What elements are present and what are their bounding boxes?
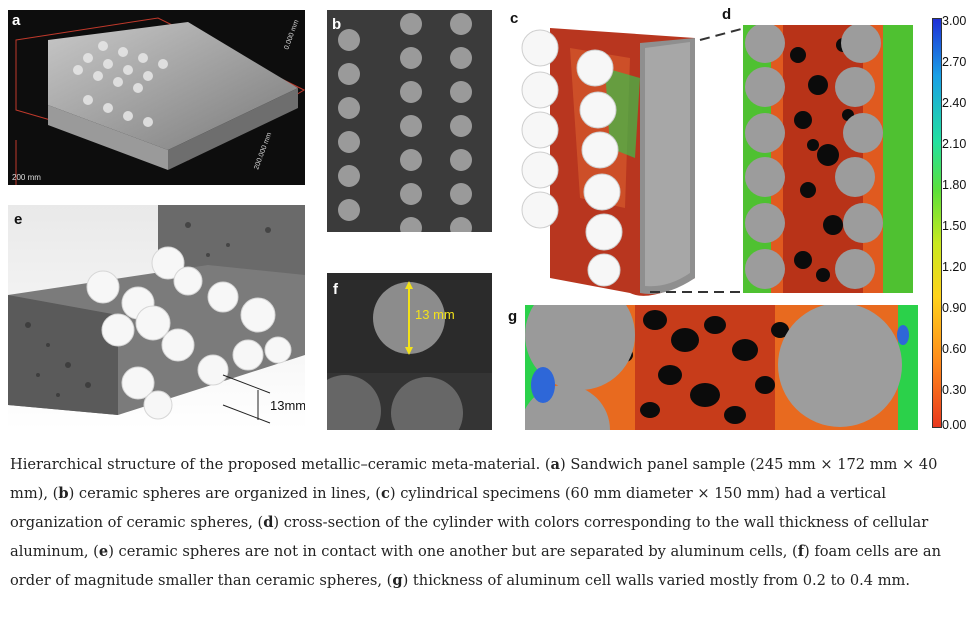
caption-label-b: b xyxy=(58,485,69,502)
colorbar-tick: 0.60 xyxy=(942,342,967,356)
panel-a-label: a xyxy=(12,12,21,29)
panel-e: e 13mm xyxy=(8,205,305,430)
panel-g xyxy=(525,305,918,430)
panel-e-image xyxy=(8,205,305,424)
panel-d-image xyxy=(743,25,913,293)
panel-c-image xyxy=(521,28,695,296)
panel-a: 200 mm 200.000 mm 0.000 mm a xyxy=(8,10,305,185)
colorbar-tick: 0.30 xyxy=(942,383,967,397)
colorbar-tick: 1.20 xyxy=(942,260,967,274)
panel-c: c xyxy=(510,8,710,298)
figure-caption: Hierarchical structure of the proposed m… xyxy=(10,450,970,595)
caption-text-e: ) ceramic spheres are not in contact wit… xyxy=(108,543,798,560)
panel-c-label: c xyxy=(510,10,519,27)
colorbar-tick: 1.80 xyxy=(942,178,967,192)
caption-text-d: ) cross-section of the cylinder with col… xyxy=(10,514,929,560)
caption-intro: Hierarchical structure of the proposed m… xyxy=(10,456,551,473)
colorbar-tick: 0.90 xyxy=(942,301,967,315)
panel-f-image xyxy=(327,273,492,430)
caption-label-c: c xyxy=(380,485,390,502)
panel-g-image xyxy=(525,305,918,430)
caption-text-g: ) thickness of aluminum cell walls varie… xyxy=(402,572,911,589)
caption-label-f: f xyxy=(797,543,804,560)
panel-f-label: f xyxy=(333,281,338,298)
caption-label-g: g xyxy=(392,572,403,589)
panel-e-label: e xyxy=(14,211,23,228)
panel-f-dimension: 13 mm xyxy=(415,307,455,322)
caption-text-f: ) foam cells are an order of magnitude s… xyxy=(10,543,942,589)
panel-b-image xyxy=(327,10,492,232)
caption-text-b: ) ceramic spheres are organized in lines… xyxy=(68,485,381,502)
caption-label-a: a xyxy=(550,456,561,473)
panel-d-label: d xyxy=(722,6,732,23)
colorbar-tick: 0.00 xyxy=(942,418,967,432)
panel-a-axis-text-1: 200 mm xyxy=(12,173,41,182)
panel-f: f 13 mm xyxy=(327,273,492,430)
colorbar-tick: 3.00 xyxy=(942,14,967,28)
panel-b: b xyxy=(327,10,492,232)
panel-g-label: g xyxy=(508,308,518,325)
colorbar xyxy=(932,18,942,428)
caption-label-e: e xyxy=(98,543,109,560)
caption-text-c: ) cylindrical specimens (60 mm diameter … xyxy=(10,485,887,531)
connector-lines xyxy=(650,27,746,293)
panel-a-image: 200 mm 200.000 mm 0.000 mm xyxy=(12,17,305,185)
figure: 200 mm 200.000 mm 0.000 mm a b xyxy=(8,6,967,432)
panel-d xyxy=(743,25,913,293)
panel-b-label: b xyxy=(332,16,342,33)
colorbar-tick: 2.70 xyxy=(942,55,967,69)
colorbar-tick: 1.50 xyxy=(942,219,967,233)
caption-label-d: d xyxy=(263,514,274,531)
caption-text-a: ) Sandwich panel sample (245 mm × 172 mm… xyxy=(10,456,938,502)
panel-e-dimension: 13mm xyxy=(270,398,305,413)
colorbar-tick: 2.10 xyxy=(942,137,967,151)
colorbar-tick: 2.40 xyxy=(942,96,967,110)
